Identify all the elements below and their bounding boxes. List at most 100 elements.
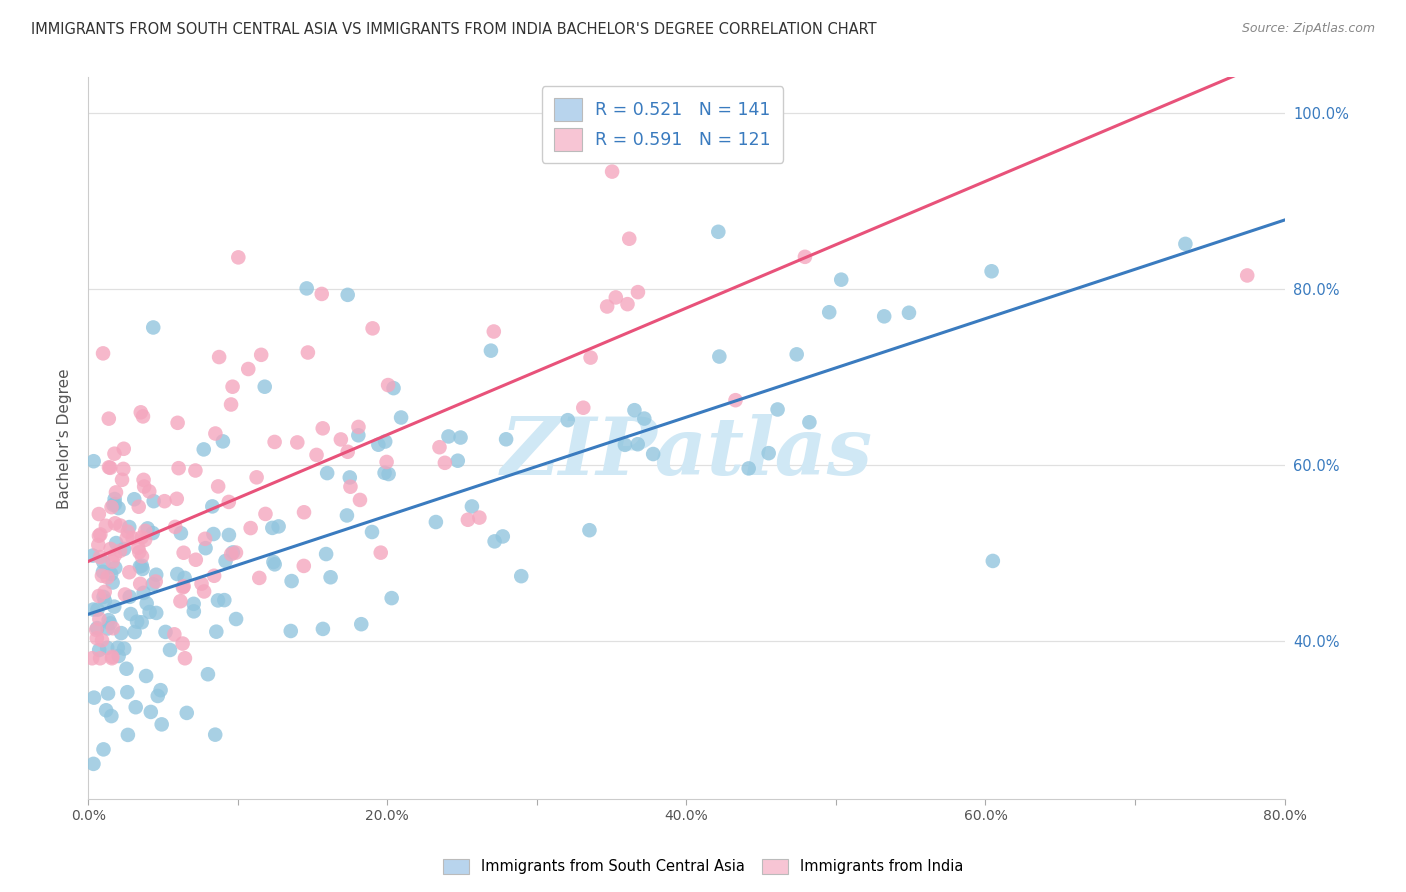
Point	[793, 250, 815, 264]
Point	[132, 409, 155, 424]
Point	[117, 728, 139, 742]
Point	[214, 554, 236, 568]
Point	[159, 643, 181, 657]
Point	[596, 300, 619, 314]
Point	[208, 350, 231, 364]
Point	[94, 594, 117, 608]
Point	[437, 429, 460, 443]
Point	[643, 447, 665, 461]
Point	[375, 455, 398, 469]
Point	[221, 380, 243, 394]
Point	[225, 612, 247, 626]
Point	[91, 633, 114, 648]
Point	[142, 577, 165, 591]
Point	[129, 405, 152, 419]
Point	[295, 281, 318, 295]
Point	[114, 587, 136, 601]
Point	[97, 686, 120, 700]
Point	[633, 411, 655, 425]
Point	[138, 605, 160, 619]
Point	[98, 460, 121, 475]
Point	[86, 621, 108, 635]
Point	[207, 593, 229, 607]
Point	[112, 442, 135, 456]
Point	[87, 507, 110, 521]
Point	[707, 225, 730, 239]
Point	[349, 492, 371, 507]
Point	[104, 548, 127, 562]
Point	[510, 569, 533, 583]
Point	[461, 500, 484, 514]
Point	[214, 593, 236, 607]
Point	[118, 590, 141, 604]
Point	[100, 567, 122, 582]
Point	[103, 498, 125, 512]
Point	[131, 549, 153, 564]
Point	[830, 273, 852, 287]
Point	[145, 574, 167, 589]
Point	[238, 362, 260, 376]
Point	[572, 401, 595, 415]
Point	[101, 575, 124, 590]
Point	[142, 320, 165, 334]
Point	[125, 700, 148, 714]
Point	[336, 508, 359, 523]
Point	[339, 470, 361, 484]
Point	[149, 683, 172, 698]
Point	[96, 570, 118, 584]
Point	[207, 479, 229, 493]
Point	[129, 577, 152, 591]
Point	[613, 438, 636, 452]
Point	[347, 420, 370, 434]
Point	[194, 532, 217, 546]
Point	[724, 393, 747, 408]
Point	[131, 615, 153, 630]
Point	[292, 505, 315, 519]
Point	[97, 613, 120, 627]
Point	[433, 456, 456, 470]
Point	[104, 516, 127, 531]
Point	[89, 527, 111, 541]
Point	[316, 466, 339, 480]
Point	[127, 615, 149, 629]
Point	[142, 526, 165, 541]
Point	[173, 571, 195, 585]
Point	[297, 345, 319, 359]
Point	[138, 484, 160, 499]
Point	[94, 703, 117, 717]
Point	[311, 287, 333, 301]
Y-axis label: Bachelor's Degree: Bachelor's Degree	[58, 368, 72, 508]
Point	[193, 442, 215, 457]
Point	[319, 570, 342, 584]
Point	[166, 491, 188, 506]
Point	[90, 568, 112, 582]
Point	[93, 742, 115, 756]
Point	[169, 594, 191, 608]
Point	[1236, 268, 1258, 283]
Point	[117, 524, 139, 539]
Point	[173, 579, 195, 593]
Point	[132, 586, 155, 600]
Point	[145, 567, 167, 582]
Point	[94, 518, 117, 533]
Point	[212, 434, 235, 449]
Point	[253, 380, 276, 394]
Point	[104, 497, 127, 511]
Point	[166, 567, 188, 582]
Point	[96, 640, 118, 655]
Point	[262, 555, 284, 569]
Point	[91, 346, 114, 360]
Point	[100, 500, 122, 515]
Point	[263, 434, 285, 449]
Point	[142, 494, 165, 508]
Point	[315, 547, 337, 561]
Point	[174, 651, 197, 665]
Point	[818, 305, 841, 319]
Point	[204, 728, 226, 742]
Point	[377, 378, 399, 392]
Point	[429, 440, 451, 454]
Point	[239, 521, 262, 535]
Point	[121, 531, 143, 545]
Point	[619, 232, 641, 246]
Point	[479, 343, 502, 358]
